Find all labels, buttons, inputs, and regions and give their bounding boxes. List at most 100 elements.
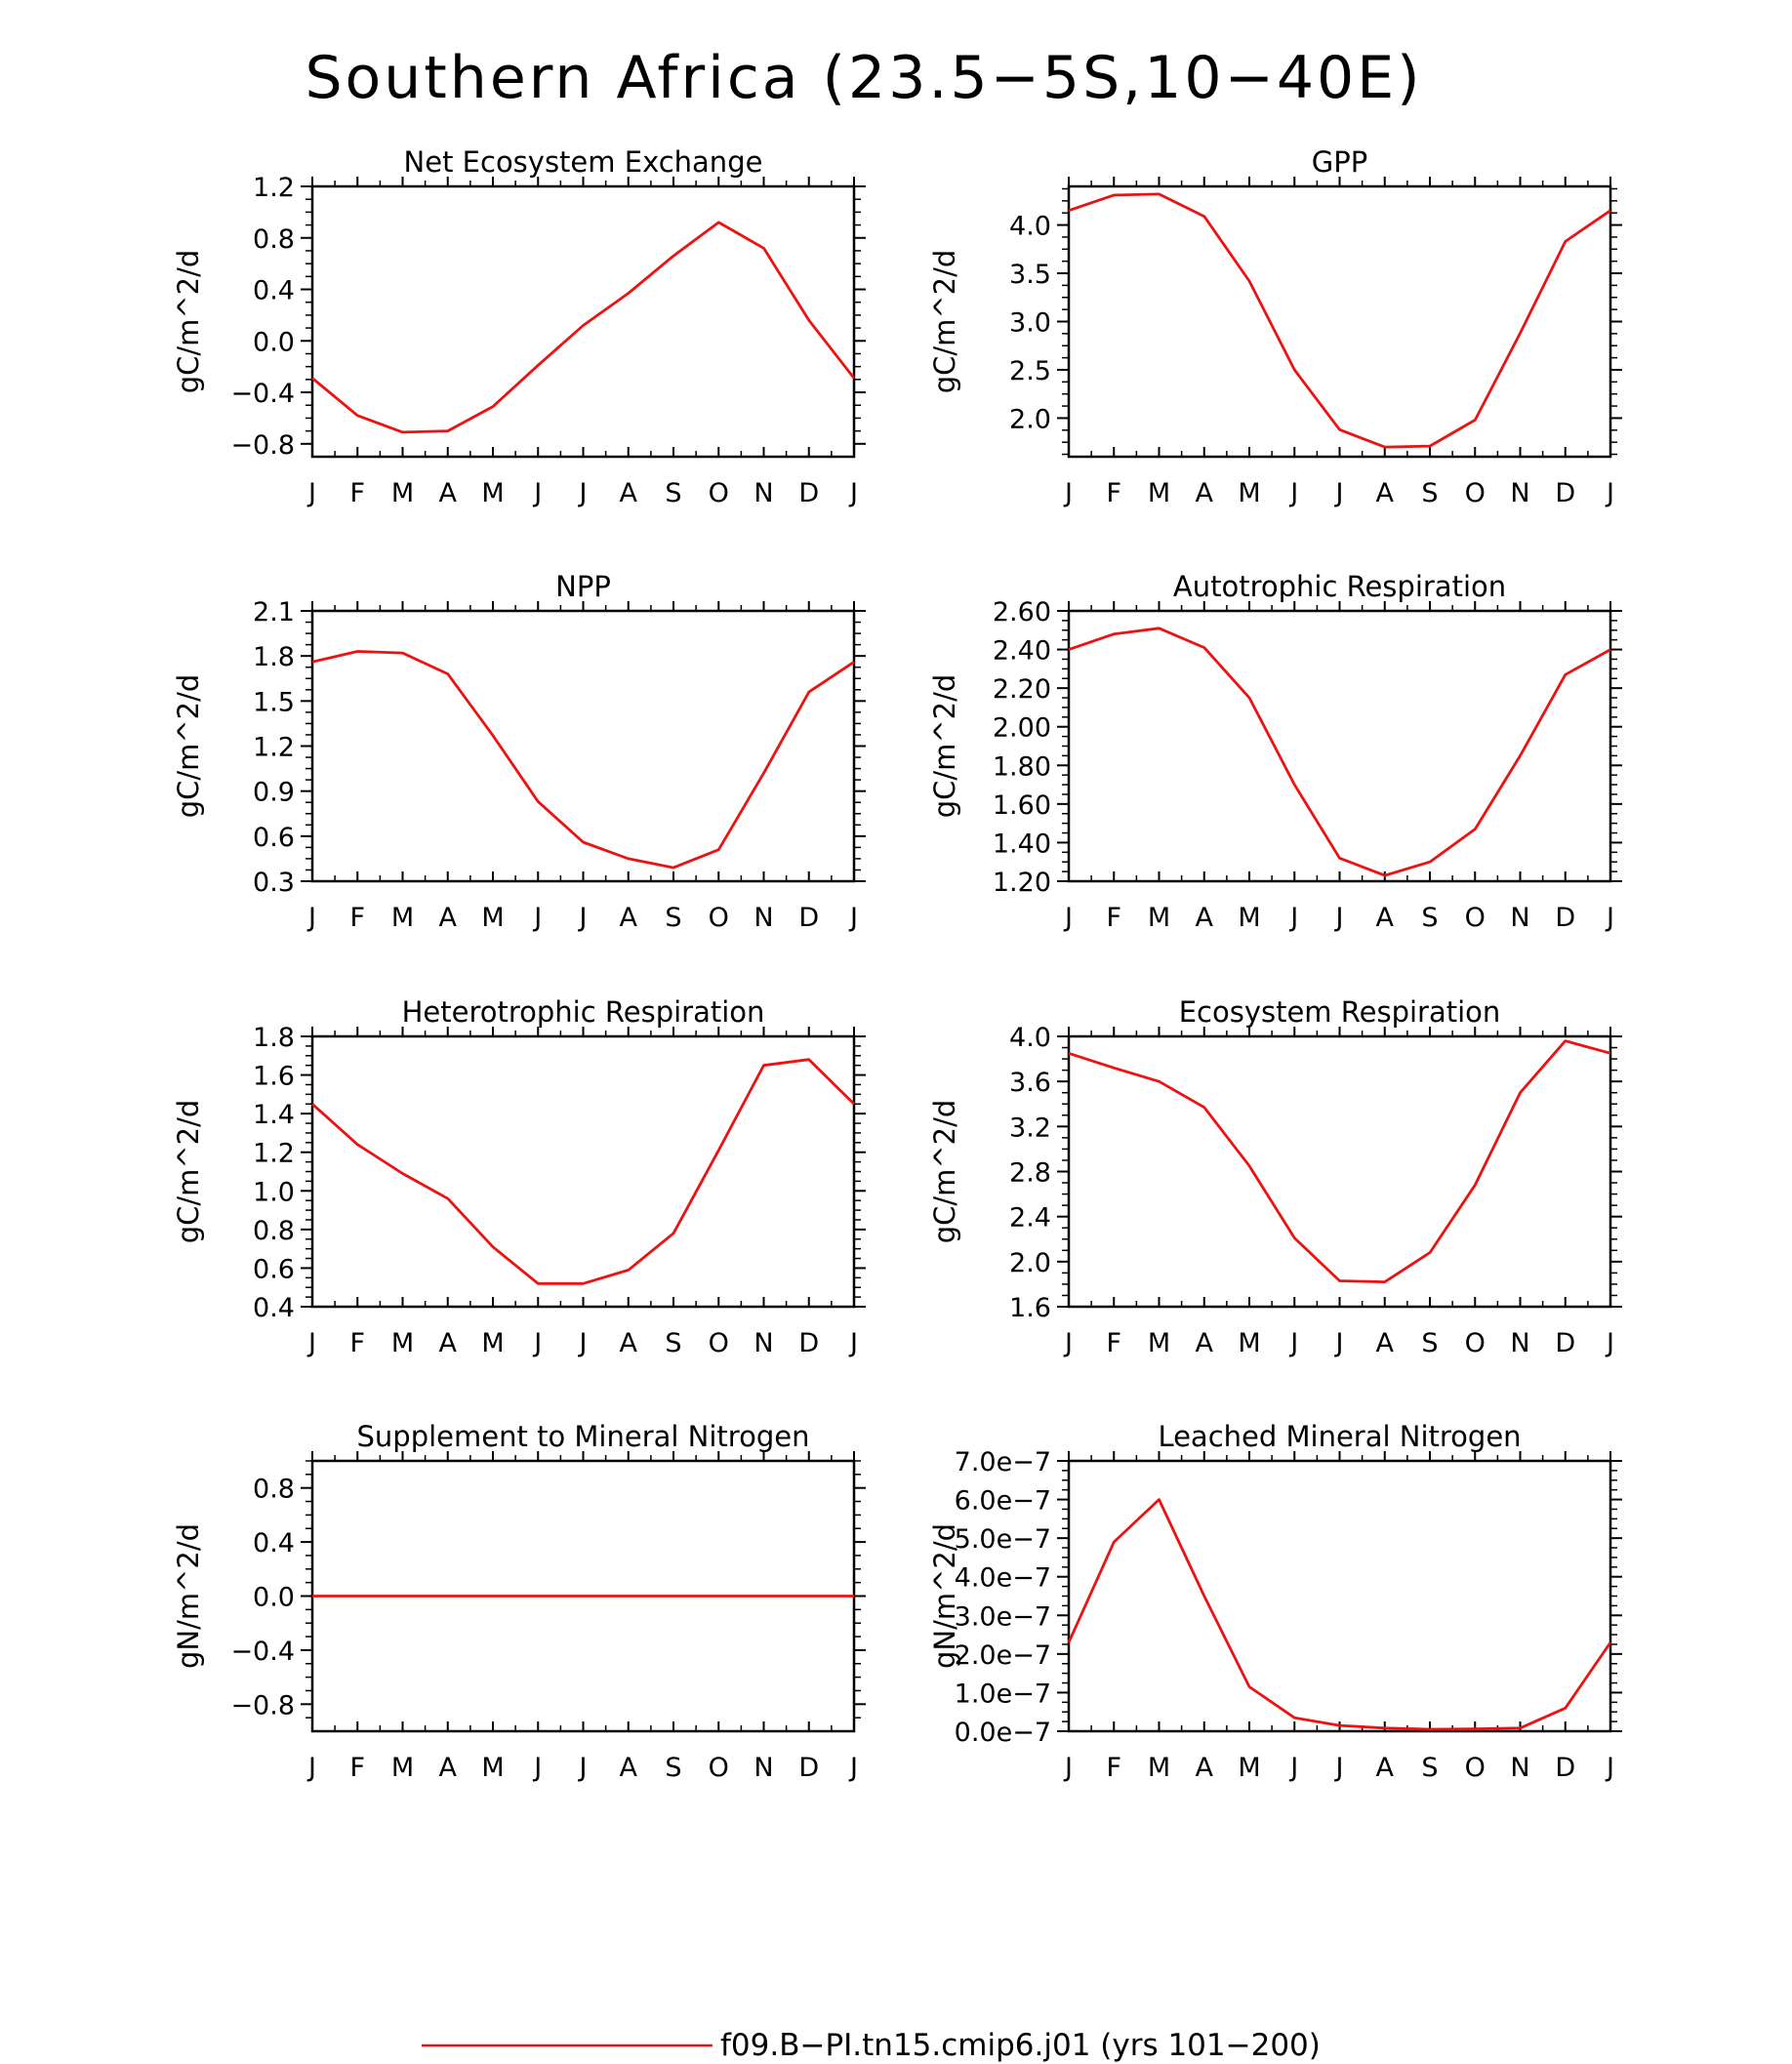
x-tick-label: J [532,903,542,933]
panel-title: Autotrophic Respiration [1173,570,1506,603]
x-tick-label: J [1288,903,1298,933]
x-tick-label: M [391,1753,414,1783]
x-tick-label: A [439,903,458,933]
plot-frame [1067,1459,1612,1733]
y-tick-label: 0.8 [253,1475,295,1505]
y-tick-label: 1.0e−7 [955,1679,1051,1709]
plot-frame [1067,609,1612,883]
x-tick-label: J [532,1753,542,1783]
x-tick-label: O [1465,1328,1486,1358]
panel-title: Supplement to Mineral Nitrogen [357,1420,810,1453]
x-tick-label: S [1421,1328,1438,1358]
x-tick-label: O [1465,903,1486,933]
y-tick-label: 1.2 [253,733,295,763]
x-tick-label: F [349,1328,365,1358]
x-tick-label: A [620,903,638,933]
plot-frame [1067,184,1612,459]
x-tick-label: F [349,478,365,508]
y-tick-label: 2.4 [1009,1203,1051,1234]
x-tick-label: M [391,903,414,933]
x-tick-label: F [1106,478,1121,508]
y-tick-label: 1.0 [253,1177,295,1207]
y-tick-label: 0.4 [253,1528,295,1558]
y-tick-label: 1.6 [1009,1293,1051,1323]
x-tick-label: A [620,478,638,508]
x-tick-label: A [1196,1328,1214,1358]
x-tick-label: A [1376,1753,1395,1783]
y-tick-label: −0.8 [230,1690,295,1720]
x-tick-label: A [1376,478,1395,508]
y-tick-label: 3.0 [1009,308,1051,339]
x-tick-label: A [1196,1753,1214,1783]
y-tick-label: 1.2 [253,1139,295,1169]
y-axis-label: gC/m^2/d [172,674,205,819]
x-tick-label: A [1196,478,1214,508]
x-tick-label: F [1106,1753,1121,1783]
legend-label: f09.B−PI.tn15.cmip6.j01 (yrs 101−200) [720,2028,1321,2063]
y-tick-label: 2.20 [993,674,1051,705]
y-tick-label: 1.5 [253,687,295,717]
x-tick-label: A [1376,903,1395,933]
x-tick-label: J [306,478,316,508]
y-tick-label: 1.4 [253,1100,295,1130]
x-tick-label: M [1148,1328,1170,1358]
x-tick-label: M [481,1328,504,1358]
panel-7: Supplement to Mineral Nitrogen gN/m^2/d J F… [172,1420,866,1783]
series-line [1068,1039,1611,1283]
x-tick-label: J [1605,903,1614,933]
y-tick-label: 4.0 [1009,1023,1051,1053]
x-tick-label: O [709,478,729,508]
x-tick-label: D [798,903,819,933]
x-tick-label: J [578,903,588,933]
series-line [1068,192,1611,449]
x-tick-label: D [798,478,819,508]
x-tick-label: J [848,478,858,508]
y-tick-label: 3.5 [1009,260,1051,290]
y-tick-label: 0.0 [253,327,295,357]
y-tick-label: 2.0 [1009,404,1051,434]
x-tick-label: J [306,1753,316,1783]
y-tick-label: 7.0e−7 [955,1447,1051,1477]
y-tick-label: 0.9 [253,778,295,808]
y-axis-label: gC/m^2/d [928,1100,961,1244]
x-tick-label: S [665,1753,681,1783]
x-tick-label: M [481,478,504,508]
panel-title: Heterotrophic Respiration [402,995,765,1029]
x-tick-label: A [1196,903,1214,933]
x-tick-label: A [439,1753,458,1783]
panel-title: NPP [555,570,611,603]
x-tick-label: J [1605,1328,1614,1358]
x-tick-label: D [1555,1328,1575,1358]
y-tick-label: 0.0e−7 [955,1718,1051,1748]
y-tick-label: 3.6 [1009,1068,1051,1098]
x-tick-label: N [1510,903,1529,933]
x-tick-label: J [1288,1753,1298,1783]
x-tick-label: N [1510,478,1529,508]
y-tick-label: 1.8 [253,1023,295,1053]
panel-title: Net Ecosystem Exchange [404,145,763,179]
x-tick-label: O [709,903,729,933]
y-tick-label: −0.4 [230,379,295,409]
series-line [1067,1498,1612,1731]
y-tick-label: 4.0 [1009,212,1051,242]
x-tick-label: N [1510,1328,1529,1358]
panel-title: Leached Mineral Nitrogen [1158,1420,1521,1453]
x-tick-label: A [439,478,458,508]
x-tick-label: J [848,1753,858,1783]
x-tick-label: N [1510,1753,1529,1783]
x-tick-label: M [1148,478,1170,508]
x-tick-label: S [665,478,681,508]
plot-frame [1067,1034,1612,1309]
y-axis-label: gC/m^2/d [928,674,961,819]
x-tick-label: N [753,1753,773,1783]
x-tick-label: S [665,1328,681,1358]
y-tick-label: 2.0 [1009,1248,1051,1278]
x-tick-label: M [391,1328,414,1358]
y-tick-label: 1.20 [993,868,1051,898]
y-tick-label: 2.60 [993,597,1051,627]
x-tick-label: D [1555,903,1575,933]
